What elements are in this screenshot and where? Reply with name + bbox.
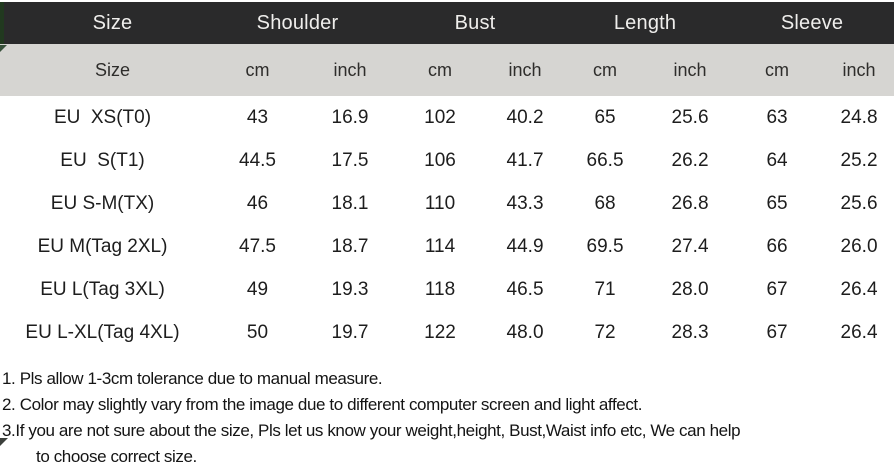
value-cell: 69.5 [586,235,624,257]
table-row: EU M(Tag 2XL) 47.5 18.7 114 44.9 69.5 27… [0,225,894,268]
value-cell: 18.1 [331,192,369,214]
value-cell: 49 [246,278,269,300]
value-cell: 43.3 [506,192,544,214]
value-cell: 24.8 [840,106,878,128]
value-cell: 19.3 [331,278,369,300]
table-row: EU L-XL(Tag 4XL) 50 19.7 122 48.0 72 28.… [0,311,894,354]
value-cell: 41.7 [506,149,544,171]
value-cell: 26.2 [671,149,709,171]
value-cell: 44.5 [239,149,276,171]
subheader-sleeve-cm: cm [765,59,790,80]
size-label: EU M(Tag 2XL) [37,235,168,257]
size-label: EU L-XL(Tag 4XL) [25,321,180,343]
subheader-sleeve-inch: inch [842,59,876,80]
table-row: EU S-M(TX) 46 18.1 110 43.3 68 26.8 65 2… [0,182,894,225]
value-cell: 44.9 [506,235,544,257]
note-line-2: 2. Color may slightly vary from the imag… [2,395,643,414]
value-cell: 102 [424,106,456,128]
cursor-artifact [0,438,8,446]
table-row: EU XS(T0) 43 16.9 102 40.2 65 25.6 63 24… [0,96,894,139]
value-cell: 68 [594,192,616,214]
value-cell: 64 [766,149,788,171]
value-cell: 65 [766,192,788,214]
subheader-length-inch: inch [673,59,707,80]
corner-triangle-artifact [0,45,7,52]
header-sleeve: Sleeve [780,11,844,34]
value-cell: 26.4 [840,278,878,300]
value-cell: 40.2 [506,106,544,128]
value-cell: 26.8 [671,192,709,214]
size-label: EU S-M(TX) [50,192,155,214]
value-cell: 48.0 [506,321,544,343]
notes: 1. Pls allow 1-3cm tolerance due to manu… [0,366,894,470]
value-cell: 106 [424,149,456,171]
value-cell: 118 [424,278,456,300]
value-cell: 28.0 [671,278,709,300]
value-cell: 71 [594,278,616,300]
value-cell: 50 [246,321,269,343]
value-cell: 63 [766,106,788,128]
table-subheader-row: Size cm inch cm inch cm inch cm inch [0,44,894,96]
value-cell: 114 [424,235,456,257]
note-line-1: 1. Pls allow 1-3cm tolerance due to manu… [2,369,383,388]
value-cell: 19.7 [331,321,369,343]
note-line-3-continued: to choose correct size. [36,447,197,466]
value-cell: 72 [594,321,616,343]
subheader-length-cm: cm [593,59,618,80]
value-cell: 26.4 [840,321,878,343]
value-cell: 46 [246,192,269,214]
subheader-shoulder-inch: inch [333,59,367,80]
left-edge-artifact [0,2,4,44]
value-cell: 25.2 [840,149,878,171]
value-cell: 122 [424,321,456,343]
size-label: EU XS(T0) [53,106,152,128]
note-line-3: 3.If you are not sure about the size, Pl… [2,421,741,440]
value-cell: 65 [594,106,616,128]
value-cell: 18.7 [331,235,369,257]
value-cell: 66 [766,235,788,257]
subheader-bust-cm: cm [428,59,453,80]
value-cell: 16.9 [331,106,369,128]
table-header-row: Size Shoulder Bust Length Sleeve [0,2,894,44]
value-cell: 47.5 [239,235,276,257]
header-length: Length [613,11,677,34]
table-row: EU S(T1) 44.5 17.5 106 41.7 66.5 26.2 64… [0,139,894,182]
subheader-bust-inch: inch [508,59,542,80]
subheader-size: Size [94,59,130,80]
value-cell: 26.0 [840,235,878,257]
value-cell: 17.5 [331,149,369,171]
value-cell: 110 [424,192,456,214]
value-cell: 43 [246,106,269,128]
value-cell: 28.3 [671,321,709,343]
value-cell: 67 [766,278,788,300]
table-row: EU L(Tag 3XL) 49 19.3 118 46.5 71 28.0 6… [0,268,894,311]
size-label: EU S(T1) [60,149,145,171]
value-cell: 27.4 [671,235,709,257]
value-cell: 46.5 [506,278,544,300]
value-cell: 66.5 [586,149,624,171]
value-cell: 25.6 [840,192,878,214]
header-bust: Bust [454,11,496,34]
value-cell: 67 [766,321,788,343]
subheader-shoulder-cm: cm [245,59,270,80]
value-cell: 25.6 [671,106,709,128]
header-size: Size [92,11,133,34]
size-chart-table: Size Shoulder Bust Length Sleeve Size cm… [0,2,894,354]
header-shoulder: Shoulder [256,11,339,34]
size-label: EU L(Tag 3XL) [40,278,165,300]
